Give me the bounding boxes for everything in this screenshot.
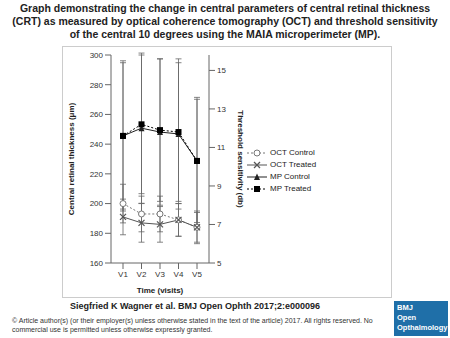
svg-text:280: 280 (90, 81, 104, 90)
svg-text:V1: V1 (118, 270, 128, 279)
html-text:MP Treated: MP Treated (270, 184, 312, 193)
html-text:MP Control: MP Control (270, 172, 310, 181)
svg-text:V5: V5 (192, 270, 202, 279)
svg-text:V2: V2 (137, 270, 147, 279)
svg-text:7: 7 (217, 220, 222, 229)
svg-text:V4: V4 (174, 270, 184, 279)
html-text:Siegfried K Wagner et al. BMJ: Siegfried K Wagner et al. BMJ Open Ophth… (69, 301, 321, 311)
svg-text:15: 15 (217, 66, 226, 75)
svg-text:200: 200 (90, 199, 104, 208)
svg-text:220: 220 (90, 170, 104, 179)
svg-text:160: 160 (90, 259, 104, 268)
html-text:© Article author(s) (or their: © Article author(s) (or their employer(s… (12, 317, 373, 333)
html-text:OCT Treated: OCT Treated (270, 160, 317, 169)
svg-text:5: 5 (217, 259, 222, 268)
html-text:OCT Control: OCT Control (270, 148, 315, 157)
html-text:BMJ: BMJ (397, 303, 413, 312)
html-text:Graph demonstrating the change: Graph demonstrating the change in centra… (12, 2, 438, 40)
svg-text:Threshold sensitivity (db): Threshold sensitivity (db) (236, 110, 245, 208)
svg-text:13: 13 (217, 105, 226, 114)
html-text:Open: Open (397, 313, 417, 322)
html-text:Opthalmology: Opthalmology (397, 323, 448, 332)
svg-text:9: 9 (217, 182, 222, 191)
svg-text:240: 240 (90, 140, 104, 149)
svg-text:Time (visits): Time (visits) (137, 286, 184, 295)
svg-text:300: 300 (90, 51, 104, 60)
svg-text:Central retinal thickness (μm): Central retinal thickness (μm) (67, 102, 76, 215)
svg-text:V3: V3 (155, 270, 165, 279)
svg-text:11: 11 (217, 143, 226, 152)
svg-text:180: 180 (90, 229, 104, 238)
svg-text:260: 260 (90, 110, 104, 119)
